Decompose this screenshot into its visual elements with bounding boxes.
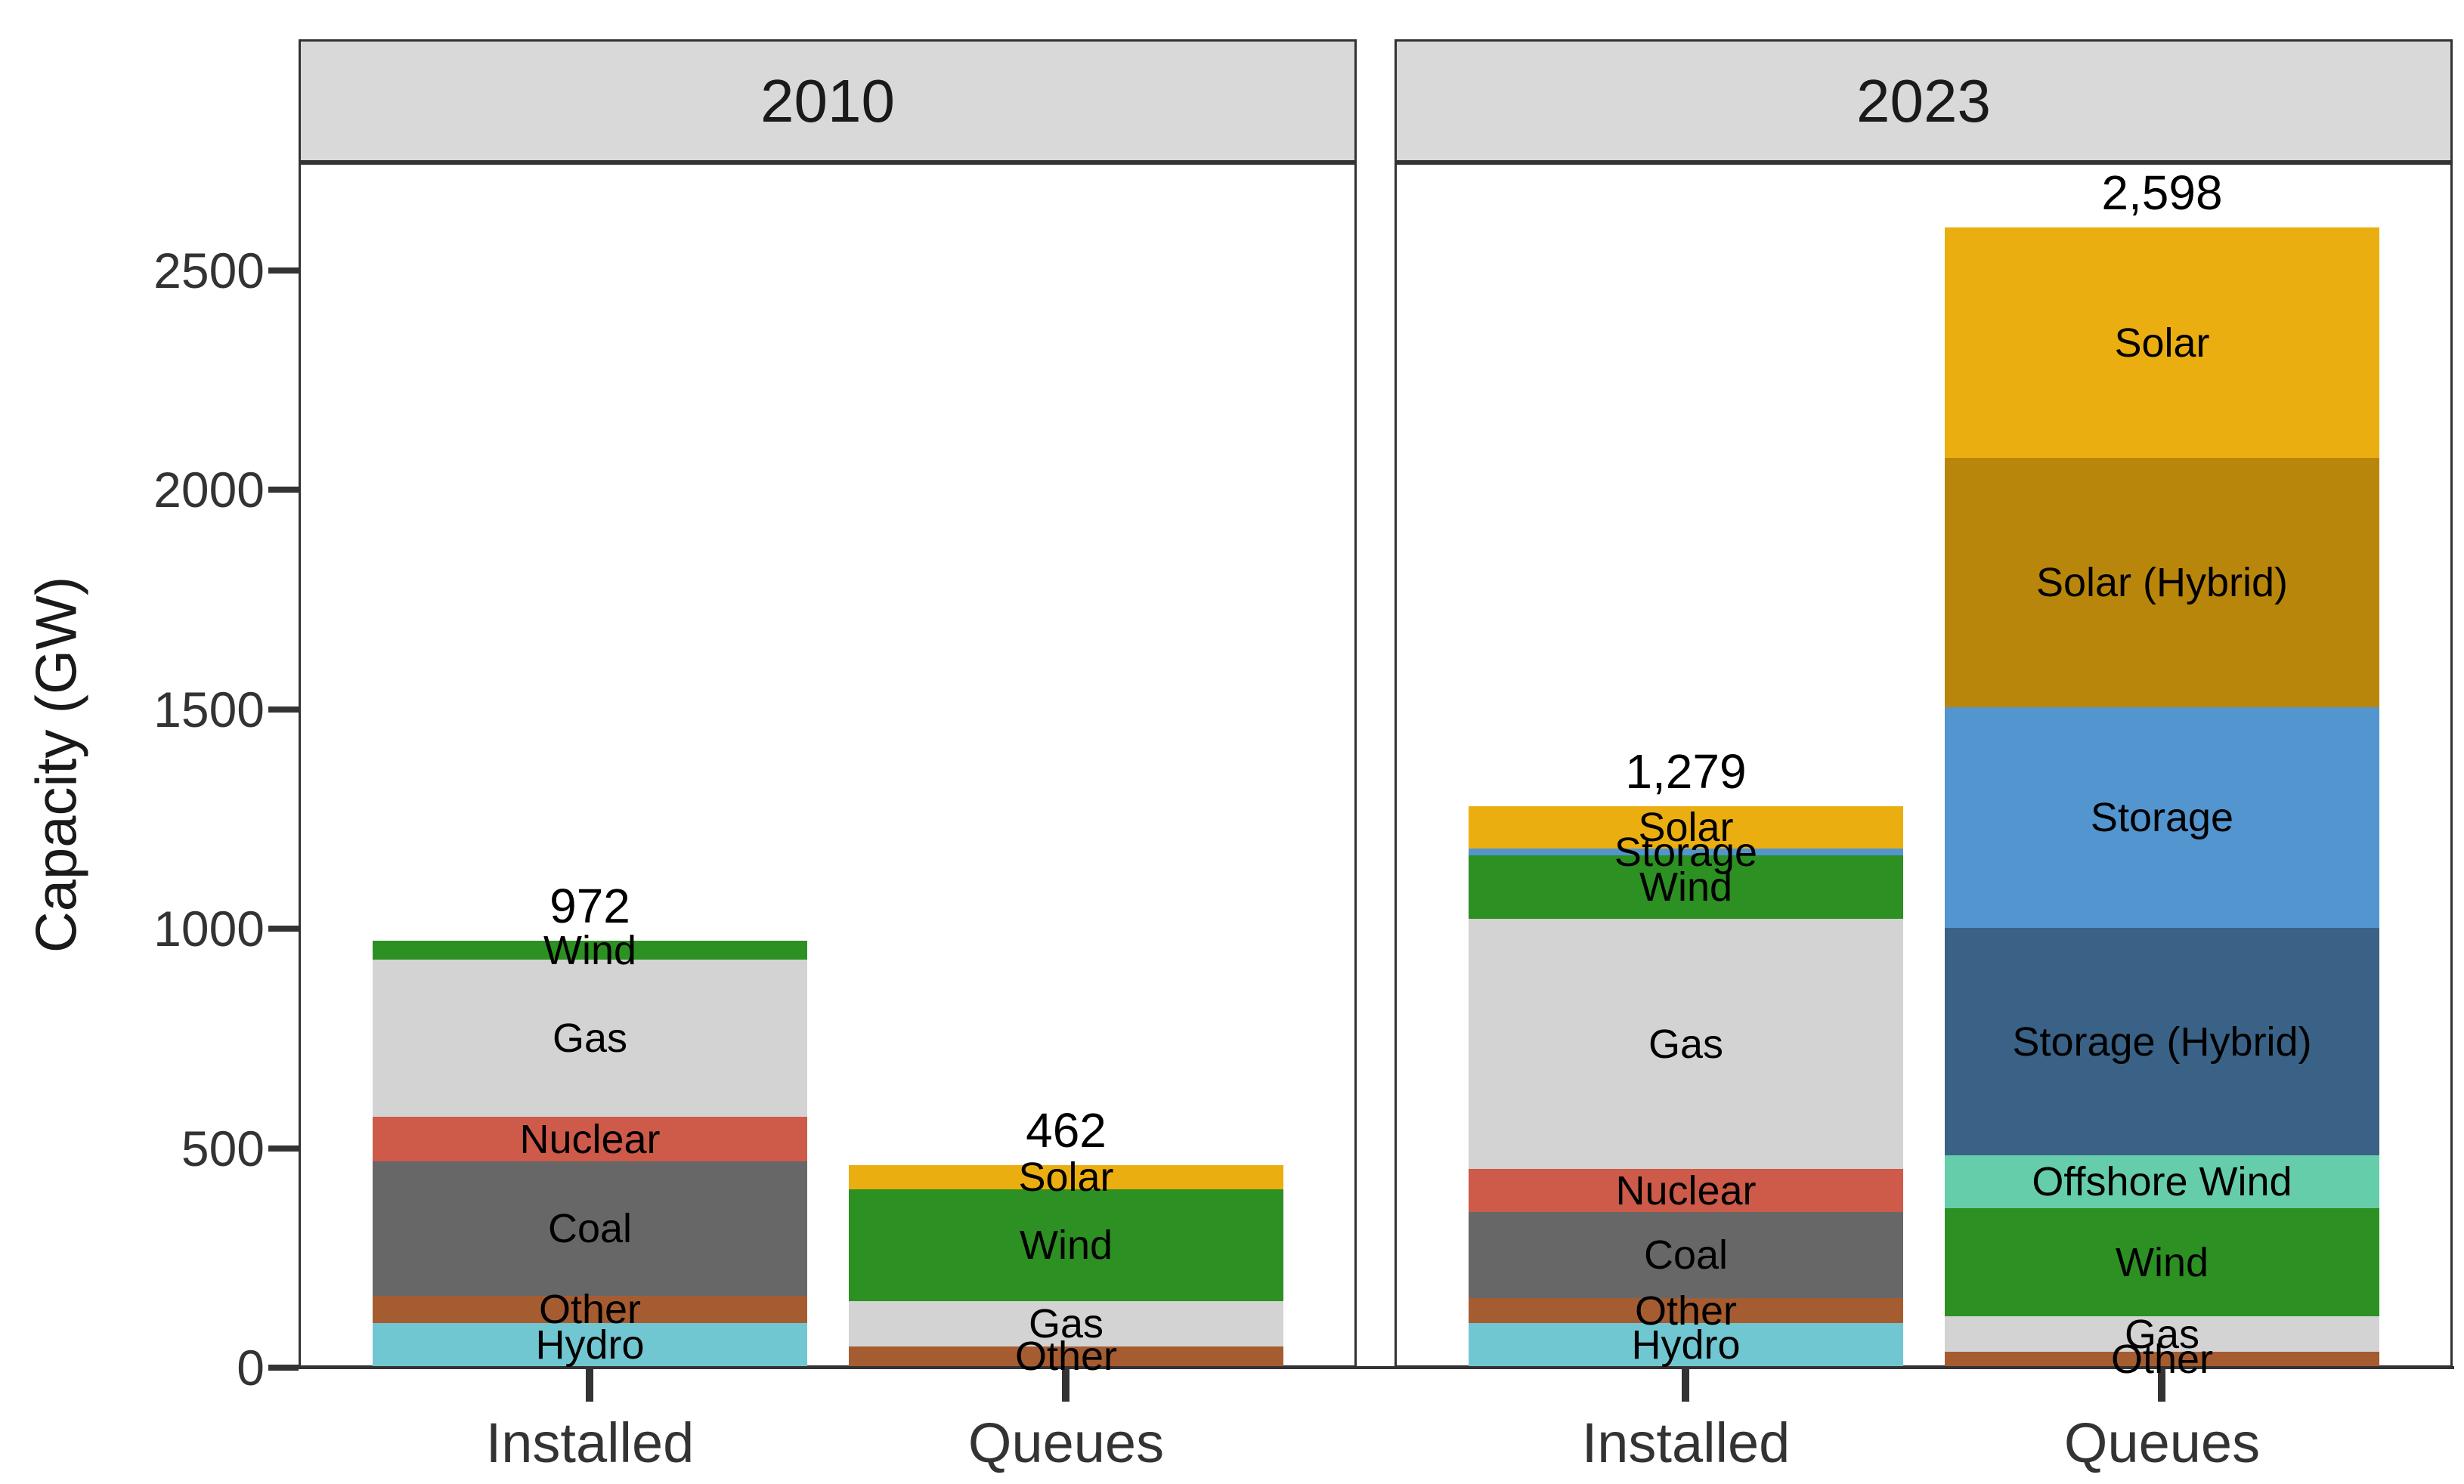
segment-label-solar: Solar <box>2114 320 2210 366</box>
bar-segment-wind <box>373 941 807 960</box>
x-category-label-installed: Installed <box>485 1411 695 1474</box>
x-category-label-queues: Queues <box>967 1411 1165 1474</box>
segment-label-coal: Coal <box>547 1206 633 1251</box>
y-axis-tick <box>268 706 299 713</box>
bar-total-label: 972 <box>549 879 630 933</box>
bar-total-label: 2,598 <box>2101 165 2223 220</box>
bar-segment-storage <box>1945 707 2379 928</box>
bar-segment-gas <box>1469 919 1903 1169</box>
x-category-label-installed: Installed <box>1581 1411 1791 1474</box>
segment-label-storage-hybrid: Storage (Hybrid) <box>2012 1019 2312 1065</box>
segment-label-gas: Gas <box>2124 1311 2200 1357</box>
segment-label-other: Other <box>1014 1334 1118 1379</box>
bar-segment-hydro <box>1469 1323 1903 1366</box>
bar-segment-coal <box>1469 1212 1903 1298</box>
bar-segment-wind <box>1469 855 1903 919</box>
bar-segment-storage-hybrid <box>1945 928 2379 1155</box>
bar-segment-other <box>849 1346 1283 1366</box>
facet-header-2023: 2023 <box>1395 39 2453 162</box>
bar-segment-other <box>1945 1352 2379 1366</box>
bar-segment-other <box>373 1296 807 1323</box>
y-axis-title: Capacity (GW) <box>24 576 89 954</box>
segment-label-other: Other <box>1634 1288 1738 1334</box>
bar-segment-hydro <box>373 1323 807 1366</box>
y-axis-tick-label: 1500 <box>153 681 265 737</box>
y-axis-tick <box>268 487 299 493</box>
segment-label-offshore-wind: Offshore Wind <box>2032 1159 2292 1204</box>
bar-segment-gas <box>1945 1316 2379 1352</box>
segment-label-nuclear: Nuclear <box>519 1116 661 1162</box>
bar-segment-gas <box>849 1301 1283 1346</box>
x-axis-tick <box>2158 1368 2165 1402</box>
bar-total-label: 462 <box>1026 1103 1107 1158</box>
segment-label-gas: Gas <box>1648 1021 1724 1067</box>
segment-label-solar: Solar <box>1638 805 1734 850</box>
segment-label-solar: Solar <box>1018 1155 1114 1200</box>
y-axis-tick-label: 0 <box>237 1340 265 1396</box>
x-axis-line <box>297 1366 2454 1369</box>
bar-segment-solar <box>849 1165 1283 1189</box>
segment-label-gas: Gas <box>552 1016 628 1061</box>
segment-label-wind: Wind <box>1019 1223 1113 1268</box>
facet-label: 2023 <box>1856 66 1991 134</box>
segment-label-hydro: Hydro <box>535 1322 645 1368</box>
y-axis-tick <box>268 926 299 932</box>
y-axis-tick <box>268 267 299 274</box>
segment-label-other: Other <box>538 1287 642 1332</box>
segment-label-hydro: Hydro <box>1631 1322 1741 1368</box>
y-axis-tick-label: 500 <box>181 1120 265 1176</box>
bar-segment-nuclear <box>373 1117 807 1161</box>
bar-segment-storage <box>1469 849 1903 855</box>
bar-segment-nuclear <box>1469 1169 1903 1212</box>
y-axis-tick-label: 2000 <box>153 462 265 518</box>
y-axis-tick-label: 2500 <box>153 242 265 298</box>
bar-segment-coal <box>373 1161 807 1296</box>
x-axis-tick <box>586 1368 593 1402</box>
bar-segment-solar-hybrid <box>1945 458 2379 707</box>
x-axis-tick <box>1062 1368 1069 1402</box>
bar-segment-other <box>1469 1298 1903 1323</box>
y-axis-tick <box>268 1365 299 1371</box>
facet-header-2010: 2010 <box>299 39 1357 162</box>
segment-label-nuclear: Nuclear <box>1615 1167 1757 1213</box>
segment-label-wind: Wind <box>2115 1239 2209 1285</box>
segment-label-wind: Wind <box>1639 864 1733 910</box>
bar-segment-gas <box>373 960 807 1117</box>
facet-label: 2010 <box>760 66 895 134</box>
segment-label-coal: Coal <box>1643 1232 1729 1278</box>
bar-segment-wind <box>1945 1208 2379 1316</box>
x-axis-tick <box>1682 1368 1689 1402</box>
segment-label-storage: Storage <box>2090 795 2234 840</box>
y-axis-tick <box>268 1145 299 1152</box>
bar-segment-offshore-wind <box>1945 1155 2379 1208</box>
bar-total-label: 1,279 <box>1625 744 1747 799</box>
y-axis-tick-label: 1000 <box>153 901 265 957</box>
segment-label-solar-hybrid: Solar (Hybrid) <box>2035 560 2289 605</box>
segment-label-gas: Gas <box>1028 1301 1104 1346</box>
bar-segment-wind <box>849 1189 1283 1301</box>
x-category-label-queues: Queues <box>2063 1411 2261 1474</box>
bar-segment-solar <box>1945 227 2379 458</box>
bar-segment-solar <box>1469 806 1903 849</box>
segment-label-wind: Wind <box>543 927 637 973</box>
